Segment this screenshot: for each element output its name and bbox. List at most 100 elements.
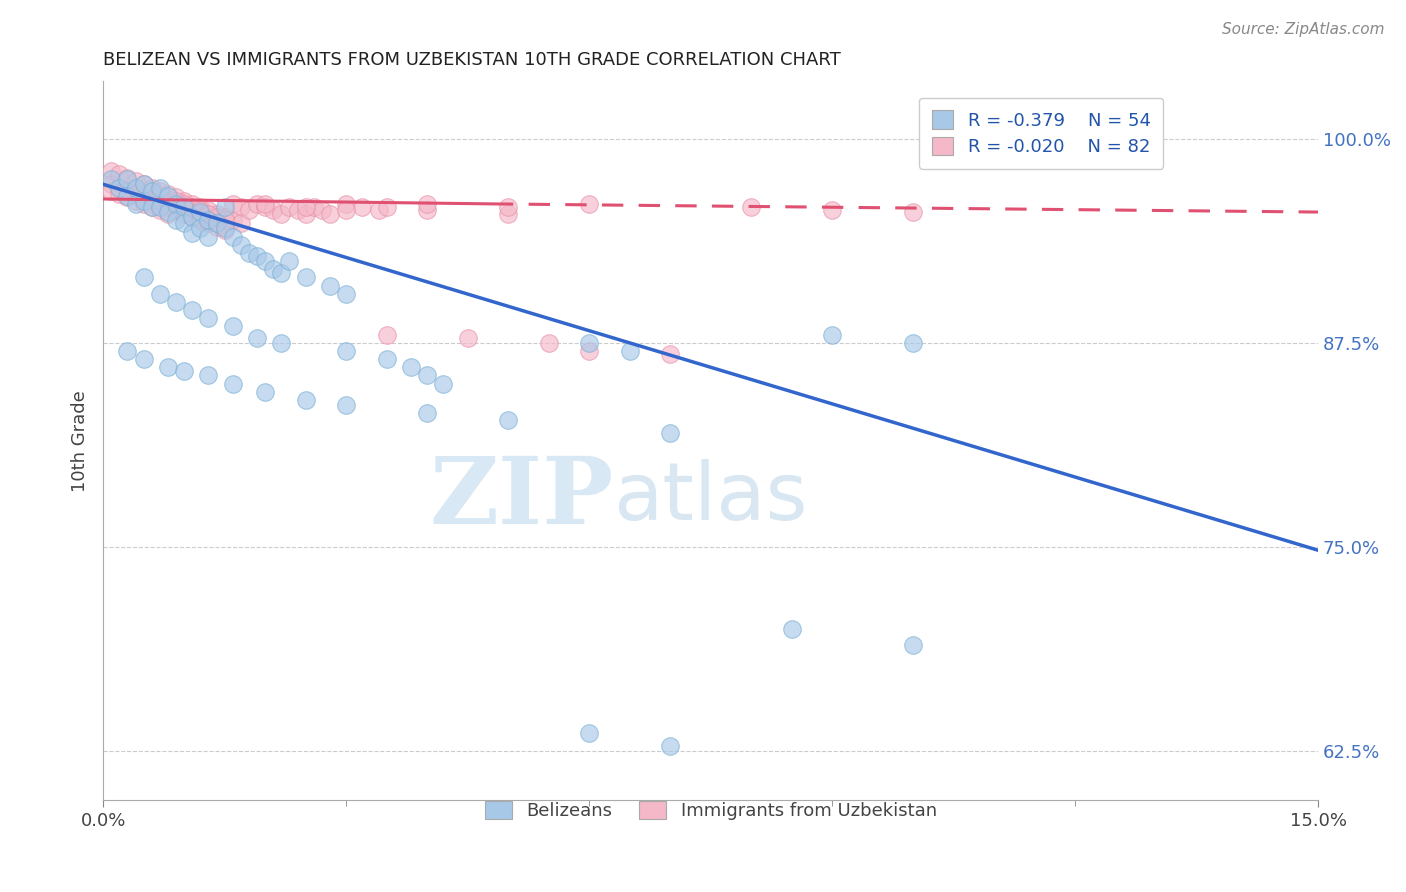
Point: [740, 200, 762, 214]
Point: [222, 229, 245, 244]
Point: [270, 265, 292, 279]
Text: BELIZEAN VS IMMIGRANTS FROM UZBEKISTAN 10TH GRADE CORRELATION CHART: BELIZEAN VS IMMIGRANTS FROM UZBEKISTAN 1…: [103, 51, 841, 69]
Point: [335, 203, 357, 218]
Point: [108, 168, 131, 182]
Point: [141, 200, 163, 214]
Point: [821, 203, 844, 218]
Point: [149, 203, 172, 218]
Point: [197, 311, 219, 326]
Point: [375, 327, 398, 342]
Point: [165, 197, 187, 211]
Point: [496, 200, 519, 214]
Point: [165, 294, 187, 309]
Point: [156, 188, 179, 202]
Point: [181, 227, 204, 241]
Point: [416, 406, 439, 420]
Point: [416, 197, 439, 211]
Point: [188, 200, 211, 214]
Point: [108, 180, 131, 194]
Point: [416, 368, 439, 383]
Point: [294, 270, 316, 285]
Point: [222, 213, 245, 227]
Point: [141, 200, 163, 214]
Point: [181, 200, 204, 214]
Point: [181, 303, 204, 318]
Point: [156, 205, 179, 219]
Point: [278, 254, 301, 268]
Point: [619, 343, 641, 358]
Point: [496, 412, 519, 426]
Point: [214, 213, 236, 227]
Point: [578, 343, 600, 358]
Point: [222, 376, 245, 391]
Point: [156, 200, 179, 214]
Point: [188, 221, 211, 235]
Point: [141, 180, 163, 194]
Point: [457, 331, 479, 345]
Point: [108, 180, 131, 194]
Point: [254, 200, 277, 214]
Point: [181, 210, 204, 224]
Point: [294, 392, 316, 407]
Point: [254, 197, 277, 211]
Point: [416, 203, 439, 218]
Point: [188, 203, 211, 218]
Point: [254, 384, 277, 399]
Point: [165, 190, 187, 204]
Point: [124, 174, 146, 188]
Point: [173, 207, 195, 221]
Point: [375, 200, 398, 214]
Point: [287, 203, 309, 218]
Point: [197, 229, 219, 244]
Point: [229, 217, 252, 231]
Point: [432, 376, 454, 391]
Point: [124, 194, 146, 208]
Point: [205, 217, 228, 231]
Point: [117, 172, 139, 186]
Point: [659, 347, 682, 361]
Point: [156, 207, 179, 221]
Point: [132, 178, 155, 192]
Point: [901, 638, 924, 652]
Legend: Belizeans, Immigrants from Uzbekistan: Belizeans, Immigrants from Uzbekistan: [470, 786, 952, 834]
Point: [117, 184, 139, 198]
Point: [149, 200, 172, 214]
Point: [173, 363, 195, 377]
Point: [141, 194, 163, 208]
Point: [173, 200, 195, 214]
Point: [246, 197, 269, 211]
Point: [181, 197, 204, 211]
Point: [132, 190, 155, 204]
Point: [197, 217, 219, 231]
Point: [132, 197, 155, 211]
Point: [335, 286, 357, 301]
Point: [205, 207, 228, 221]
Point: [117, 188, 139, 202]
Point: [246, 331, 269, 345]
Point: [214, 223, 236, 237]
Point: [335, 398, 357, 412]
Point: [254, 254, 277, 268]
Y-axis label: 10th Grade: 10th Grade: [72, 390, 89, 491]
Point: [124, 197, 146, 211]
Point: [197, 203, 219, 218]
Point: [262, 262, 284, 277]
Point: [496, 207, 519, 221]
Point: [132, 352, 155, 367]
Point: [375, 352, 398, 367]
Point: [149, 197, 172, 211]
Point: [399, 360, 422, 375]
Text: Source: ZipAtlas.com: Source: ZipAtlas.com: [1222, 22, 1385, 37]
Point: [173, 217, 195, 231]
Point: [311, 203, 333, 218]
Point: [165, 194, 187, 208]
Point: [294, 207, 316, 221]
Point: [780, 622, 803, 636]
Point: [335, 197, 357, 211]
Point: [278, 200, 301, 214]
Point: [246, 249, 269, 263]
Point: [197, 207, 219, 221]
Point: [294, 200, 316, 214]
Point: [188, 213, 211, 227]
Point: [149, 180, 172, 194]
